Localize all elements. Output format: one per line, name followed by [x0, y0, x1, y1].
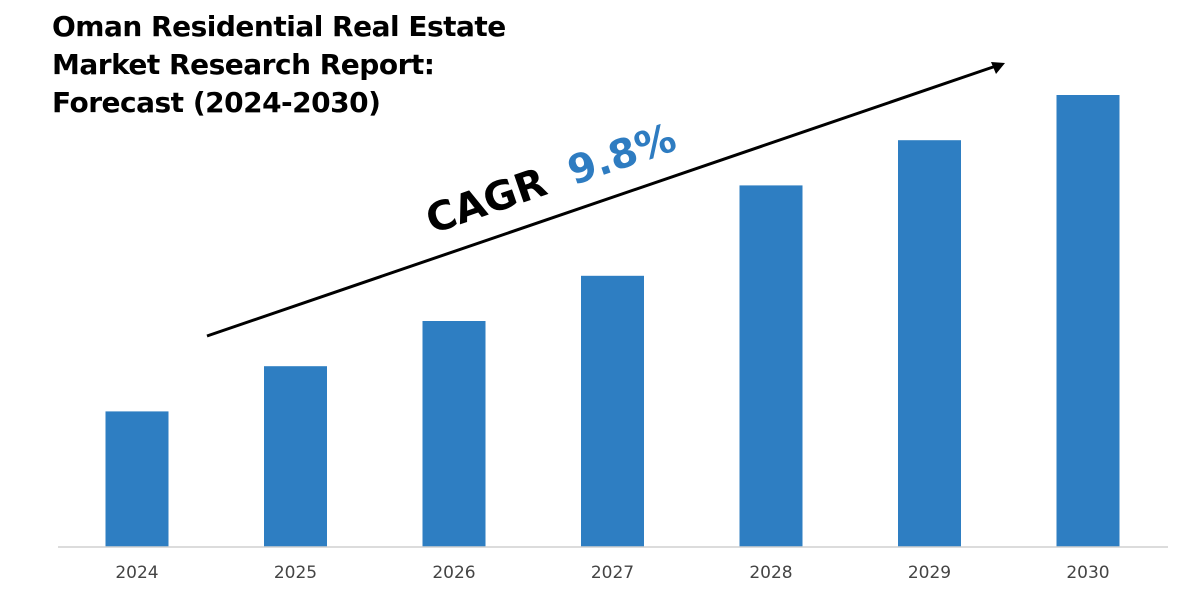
bar-2030 [1056, 95, 1120, 547]
bar-2024 [105, 411, 169, 547]
bar-2026 [422, 321, 486, 547]
x-tick-label-2029: 2029 [908, 563, 951, 583]
title-line-1: Oman Residential Real Estate [52, 10, 506, 43]
x-tick-label-2030: 2030 [1066, 563, 1109, 583]
chart-title: Oman Residential Real Estate Market Rese… [52, 8, 506, 122]
x-tick-label-2025: 2025 [274, 563, 317, 583]
cagr-annotation: CAGR 9.8% [420, 115, 682, 243]
bar-2025 [264, 366, 327, 547]
cagr-value: 9.8% [562, 115, 682, 195]
x-tick-label-2027: 2027 [591, 563, 634, 583]
x-tick-label-2024: 2024 [115, 563, 158, 583]
cagr-label: CAGR [420, 160, 552, 244]
x-tick-label-2026: 2026 [432, 563, 475, 583]
x-tick-labels: 2024 2025 2026 2027 2028 2029 2030 [115, 563, 1109, 583]
bar-2027 [581, 275, 644, 547]
title-line-3: Forecast (2024-2030) [52, 86, 381, 119]
trend-arrow [206, 64, 997, 338]
title-line-2: Market Research Report: [52, 48, 435, 81]
x-tick-label-2028: 2028 [749, 563, 792, 583]
bar-2029 [898, 140, 961, 547]
bar-2028 [739, 185, 803, 547]
trend-arrowhead-icon [991, 62, 1005, 74]
bars-group [105, 95, 1120, 547]
